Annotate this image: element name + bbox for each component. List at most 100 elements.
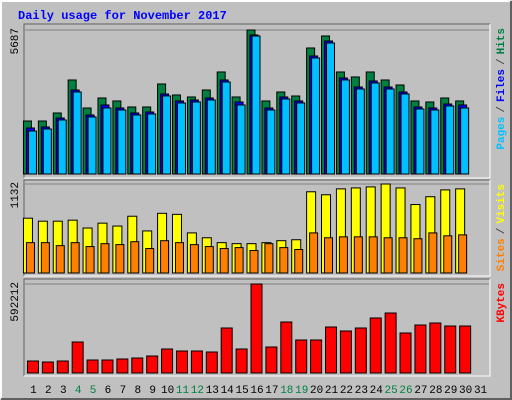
legend-entry: Visits bbox=[496, 184, 508, 224]
legend-entry: Files bbox=[496, 69, 508, 102]
x-tick-label: 5 bbox=[90, 385, 97, 397]
bar bbox=[40, 242, 50, 274]
panel-border-light bbox=[24, 279, 491, 377]
panel-border-dark bbox=[23, 278, 490, 376]
x-tick-label: 31 bbox=[474, 385, 488, 397]
bar bbox=[70, 242, 80, 274]
x-tick-label: 27 bbox=[414, 385, 427, 397]
x-tick-label: 15 bbox=[235, 385, 248, 397]
bar bbox=[72, 91, 82, 175]
bar bbox=[310, 339, 323, 374]
x-tick-label: 12 bbox=[191, 385, 204, 397]
bar bbox=[25, 242, 35, 274]
legend: KBytes bbox=[496, 283, 508, 323]
bar bbox=[353, 236, 363, 274]
y-tick-label: 5687 bbox=[10, 28, 22, 54]
bar bbox=[251, 35, 261, 175]
bar bbox=[249, 250, 259, 274]
bar bbox=[206, 99, 216, 175]
x-tick-label: 6 bbox=[105, 385, 112, 397]
bar bbox=[264, 243, 274, 274]
bar bbox=[130, 241, 140, 274]
bar bbox=[221, 81, 231, 175]
y-tick-label: 1132 bbox=[10, 182, 22, 208]
panel-border-light bbox=[24, 180, 491, 277]
x-tick-label: 8 bbox=[134, 385, 141, 397]
bar bbox=[101, 359, 114, 374]
legend-entry: KBytes bbox=[496, 283, 508, 323]
bar bbox=[235, 348, 248, 374]
chart-title: Daily usage for November 2017 bbox=[18, 9, 227, 23]
bar bbox=[85, 246, 95, 274]
bar bbox=[384, 312, 397, 374]
bar bbox=[295, 339, 308, 374]
legend-entry: Hits bbox=[496, 28, 508, 54]
bar bbox=[161, 348, 174, 374]
bar bbox=[265, 346, 278, 374]
legend-entry: Sites bbox=[496, 238, 508, 271]
bar bbox=[325, 326, 338, 374]
bar bbox=[281, 98, 291, 175]
bar bbox=[324, 237, 334, 274]
bar bbox=[460, 107, 470, 175]
bar bbox=[219, 248, 229, 274]
bar bbox=[338, 236, 348, 274]
x-tick-label: 22 bbox=[340, 385, 353, 397]
bar bbox=[279, 247, 289, 274]
bar bbox=[55, 245, 65, 274]
x-tick-label: 7 bbox=[120, 385, 127, 397]
bar bbox=[340, 79, 350, 175]
bar bbox=[444, 325, 457, 374]
bar bbox=[71, 341, 84, 374]
panel-border-light bbox=[24, 24, 491, 179]
bar bbox=[266, 109, 276, 175]
bar bbox=[370, 82, 380, 175]
x-tick-label: 4 bbox=[75, 385, 82, 397]
x-tick-label: 16 bbox=[250, 385, 263, 397]
bar bbox=[430, 109, 440, 175]
y-tick-label: 592212 bbox=[10, 282, 22, 322]
x-tick-label: 19 bbox=[295, 385, 308, 397]
x-tick-label: 9 bbox=[149, 385, 156, 397]
x-tick-label: 10 bbox=[161, 385, 174, 397]
bar bbox=[116, 358, 129, 374]
bar bbox=[398, 237, 408, 274]
bar bbox=[145, 248, 155, 274]
x-tick-label: 29 bbox=[444, 385, 457, 397]
x-tick-label: 26 bbox=[399, 385, 412, 397]
bar bbox=[354, 327, 367, 374]
bar bbox=[146, 355, 159, 374]
x-tick-label: 30 bbox=[459, 385, 472, 397]
bar bbox=[383, 237, 393, 274]
legend: Pages / Files / Hits bbox=[496, 28, 508, 150]
legend-entry: Pages bbox=[496, 117, 508, 150]
bar bbox=[115, 244, 125, 274]
legend-separator: / bbox=[496, 106, 508, 113]
bar bbox=[296, 102, 306, 175]
bar bbox=[443, 235, 453, 274]
bar bbox=[160, 240, 170, 274]
x-tick-label: 11 bbox=[176, 385, 190, 397]
bar bbox=[368, 236, 378, 274]
bar bbox=[399, 332, 412, 374]
bar bbox=[459, 325, 472, 374]
legend-separator: / bbox=[496, 228, 508, 235]
bar bbox=[205, 351, 218, 374]
x-tick-label: 23 bbox=[355, 385, 368, 397]
legend: Sites / Visits bbox=[496, 184, 508, 271]
bar bbox=[415, 108, 425, 175]
x-tick-label: 1 bbox=[30, 385, 37, 397]
bar bbox=[458, 234, 468, 274]
bar bbox=[57, 119, 67, 175]
bar bbox=[309, 232, 319, 274]
bar bbox=[189, 244, 199, 274]
bar bbox=[400, 93, 410, 175]
x-tick-label: 18 bbox=[280, 385, 293, 397]
x-tick-label: 2 bbox=[45, 385, 52, 397]
x-tick-label: 17 bbox=[265, 385, 278, 397]
bar bbox=[27, 130, 37, 175]
bar bbox=[445, 105, 455, 175]
